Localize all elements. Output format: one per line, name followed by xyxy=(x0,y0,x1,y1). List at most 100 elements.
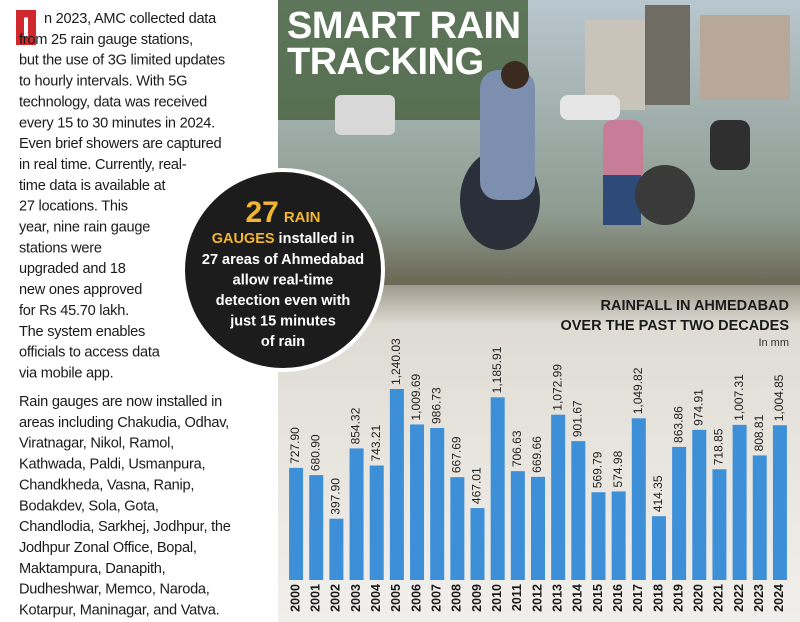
drop-cap: I xyxy=(22,11,30,42)
callout-word: RAIN xyxy=(284,209,321,226)
x-tick-label: 2021 xyxy=(712,584,726,612)
bar xyxy=(531,476,545,580)
value-label: 863.86 xyxy=(671,406,685,443)
x-tick-label: 2016 xyxy=(611,584,625,612)
x-tick-label: 2024 xyxy=(772,584,786,612)
bar xyxy=(651,516,666,580)
bar xyxy=(732,424,747,580)
bar xyxy=(309,475,324,580)
article-line: Even brief showers are captured xyxy=(19,136,221,152)
drop-cap-box xyxy=(16,10,36,45)
article-line: year, nine rain gauge xyxy=(19,220,150,236)
article-line: n 2023, AMC collected data xyxy=(44,11,217,27)
article-line: Maktampura, Danapith, xyxy=(19,561,165,577)
article-line: to hourly intervals. With 5G xyxy=(19,74,187,90)
value-label: 1,004.85 xyxy=(772,374,786,421)
value-label: 808.81 xyxy=(752,414,766,451)
article-line: every 15 to 30 minutes in 2024. xyxy=(19,115,215,131)
bar xyxy=(490,397,505,580)
x-tick-label: 2015 xyxy=(591,584,605,612)
callout-line: allow real-time xyxy=(233,273,334,289)
value-label: 1,007.31 xyxy=(732,374,746,421)
article-line: Chandkheda, Vasna, Ranip, xyxy=(19,477,194,493)
bar xyxy=(450,477,465,580)
article-line: Kathwada, Paldi, Usmanpura, xyxy=(19,457,205,473)
article-line: Jodhpur Zonal Office, Bopal, xyxy=(19,540,197,556)
callout-word: GAUGES xyxy=(212,231,275,247)
bar xyxy=(470,508,485,580)
bar xyxy=(369,465,384,580)
x-tick-label: 2017 xyxy=(631,584,645,612)
callout-text: installed in xyxy=(275,231,355,247)
value-label: 974.91 xyxy=(691,389,705,426)
x-tick-label: 2004 xyxy=(369,584,383,612)
value-label: 667.69 xyxy=(450,436,464,473)
x-tick-label: 2003 xyxy=(349,584,363,612)
article-line: 27 locations. This xyxy=(19,199,128,215)
x-tick-label: 2010 xyxy=(490,584,504,612)
value-label: 467.01 xyxy=(470,467,484,504)
x-tick-label: 2019 xyxy=(671,584,685,612)
value-label: 574.98 xyxy=(611,450,625,487)
callout-line: 27 areas of Ahmedabad xyxy=(202,252,364,268)
article-line: time data is available at xyxy=(19,178,165,194)
unit-label: In mm xyxy=(758,337,789,349)
article-line: Bodakdev, Sola, Gota, xyxy=(19,498,159,514)
article-line: Kotarpur, Maninagar, and Vatva. xyxy=(19,603,219,619)
article-line: but the use of 3G limited updates xyxy=(19,53,225,69)
value-label: 569.79 xyxy=(591,451,605,488)
bar xyxy=(591,492,606,580)
bar xyxy=(571,441,586,580)
article-line: technology, data was received xyxy=(19,94,207,110)
headline-line: SMART RAIN xyxy=(287,5,521,47)
article-line: Chandlodia, Sarkhej, Jodhpur, the xyxy=(19,519,231,535)
callout-line: 27 RAIN xyxy=(245,196,320,229)
chart-title: RAINFALL IN AHMEDABAD xyxy=(601,298,790,314)
value-label: 743.21 xyxy=(369,424,383,461)
x-tick-label: 2011 xyxy=(510,584,524,611)
article-line: Dudheshwar, Memco, Naroda, xyxy=(19,582,210,598)
value-label: 901.67 xyxy=(570,400,584,437)
x-tick-label: 2020 xyxy=(692,584,706,612)
value-label: 669.66 xyxy=(530,436,544,473)
value-label: 1,240.03 xyxy=(389,338,403,385)
article-line: Rain gauges are now installed in xyxy=(19,394,222,410)
callout-number: 27 xyxy=(245,196,278,229)
article-line: The system enables xyxy=(19,324,145,340)
callout-line: GAUGES installed in xyxy=(212,231,355,247)
x-tick-label: 2005 xyxy=(389,584,403,612)
article-line: Viratnagar, Nikol, Ramol, xyxy=(19,436,174,452)
bar xyxy=(389,389,404,580)
x-tick-label: 2023 xyxy=(752,584,766,612)
article-line: via mobile app. xyxy=(19,365,113,381)
x-tick-label: 2000 xyxy=(288,584,302,612)
x-tick-label: 2001 xyxy=(309,584,323,612)
value-label: 1,009.69 xyxy=(409,373,423,420)
article: n 2023, AMC collected data from 25 rain g… xyxy=(19,11,231,619)
x-tick-label: 2013 xyxy=(550,584,564,612)
x-tick-label: 2022 xyxy=(732,584,746,612)
x-tick-label: 2018 xyxy=(651,584,665,612)
x-tick-label: 2007 xyxy=(429,584,443,612)
callout-circle xyxy=(181,168,385,372)
bar xyxy=(410,424,425,580)
value-label: 414.35 xyxy=(651,475,665,512)
value-label: 1,185.91 xyxy=(490,346,504,393)
bar xyxy=(631,418,646,580)
value-label: 986.73 xyxy=(429,387,443,424)
article-line: for Rs 45.70 lakh. xyxy=(19,303,129,319)
value-label: 727.90 xyxy=(288,427,302,464)
x-tick-label: 2006 xyxy=(409,584,423,612)
bar xyxy=(692,429,707,580)
bar xyxy=(712,469,727,580)
bar xyxy=(289,467,304,580)
bar xyxy=(672,446,687,580)
callout-line: of rain xyxy=(261,334,305,350)
x-tick-label: 2009 xyxy=(470,584,484,612)
callout-line: detection even with xyxy=(216,293,351,309)
article-line: in real time. Currently, real- xyxy=(19,157,187,173)
callout: 27 RAIN GAUGES installed in 27 areas of Ahm… xyxy=(181,168,385,372)
article-line: areas including Chakudia, Odhav, xyxy=(19,415,229,431)
